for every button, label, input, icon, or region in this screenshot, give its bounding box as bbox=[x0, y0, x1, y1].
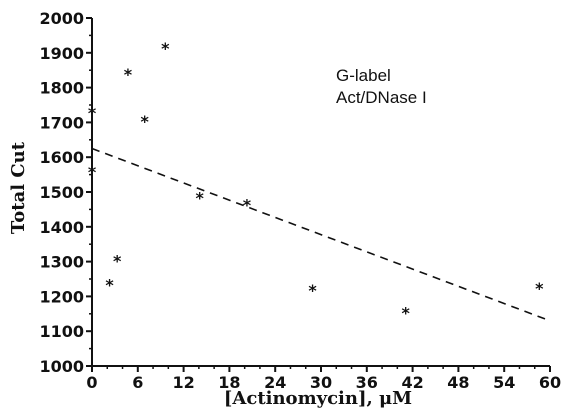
y-tick-label: 2000 bbox=[39, 9, 84, 28]
y-tick-label: 1000 bbox=[39, 357, 84, 376]
data-point: * bbox=[243, 196, 252, 215]
data-point: * bbox=[140, 112, 149, 131]
legend-line-1: G-label bbox=[336, 66, 391, 85]
y-tick-label: 1900 bbox=[39, 44, 84, 63]
y-tick-label: 1300 bbox=[39, 253, 84, 272]
x-tick-label: 6 bbox=[132, 373, 143, 392]
x-tick-label: 12 bbox=[172, 373, 194, 392]
y-tick-label: 1700 bbox=[39, 113, 84, 132]
y-tick-label: 1200 bbox=[39, 287, 84, 306]
y-axis-label: Total Cut bbox=[8, 141, 29, 234]
data-points: * * * * * * * * * * * * bbox=[88, 39, 544, 322]
y-axis-ticks: 1000 1100 1200 1300 1400 1500 1600 1700 1800 1900… bbox=[39, 9, 92, 376]
y-tick-label: 1500 bbox=[39, 183, 84, 202]
data-point: * bbox=[308, 281, 317, 300]
y-tick-label: 1800 bbox=[39, 79, 84, 98]
data-point: * bbox=[88, 163, 97, 182]
x-tick-label: 42 bbox=[401, 373, 423, 392]
x-tick-label: 24 bbox=[264, 373, 286, 392]
legend-line-2: Act/DNase I bbox=[336, 88, 427, 107]
y-tick-label: 1400 bbox=[39, 218, 84, 237]
data-point: * bbox=[402, 304, 411, 323]
data-point: * bbox=[195, 189, 204, 208]
x-tick-label: 0 bbox=[86, 373, 97, 392]
x-axis-ticks: 0 6 12 18 24 30 36 42 48 54 60 bbox=[86, 366, 561, 392]
y-tick-label: 1600 bbox=[39, 148, 84, 167]
axes bbox=[91, 18, 550, 367]
x-tick-label: 18 bbox=[218, 373, 240, 392]
x-tick-label: 54 bbox=[493, 373, 515, 392]
x-axis-label: [Actinomycin], μM bbox=[224, 388, 412, 409]
x-tick-label: 36 bbox=[356, 373, 378, 392]
data-point: * bbox=[535, 279, 544, 298]
data-point: * bbox=[88, 103, 97, 122]
x-tick-label: 48 bbox=[447, 373, 469, 392]
y-tick-label: 1100 bbox=[39, 322, 84, 341]
data-point: * bbox=[161, 39, 170, 58]
data-point: * bbox=[105, 276, 114, 295]
data-point: * bbox=[113, 251, 122, 270]
x-tick-label: 60 bbox=[539, 373, 561, 392]
trend-line bbox=[91, 147, 551, 322]
data-point: * bbox=[124, 65, 133, 84]
x-tick-label: 30 bbox=[310, 373, 332, 392]
